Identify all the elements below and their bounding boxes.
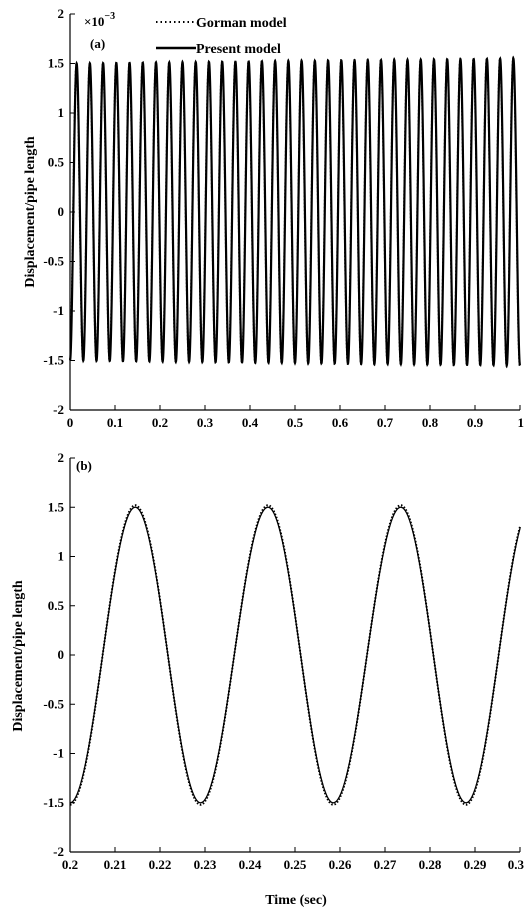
y-tick-label-b: 1: [58, 549, 65, 564]
legend: Gorman model Present model: [156, 16, 287, 57]
y-tick-label-b: 0: [58, 647, 65, 662]
y-tick-label-b: -2: [53, 844, 64, 859]
x-tick-label-b: 0.28: [419, 857, 442, 872]
y-tick-label-a: 0: [58, 204, 65, 219]
x-axis-label-b: Time (sec): [265, 893, 327, 908]
x-tick-label-a: 0.3: [197, 415, 214, 430]
y-tick-label-b: 1.5: [48, 499, 65, 514]
x-tick-label-b: 0.3: [508, 857, 525, 872]
y-tick-label-a: 1.5: [48, 56, 65, 71]
y-multiplier-a: ×10−3: [84, 11, 115, 29]
panel-label-a: (a): [90, 36, 105, 51]
x-tick-label-b: 0.26: [329, 857, 352, 872]
series-line-b-present: [69, 506, 521, 804]
y-tick-label-a: 0.5: [48, 155, 65, 170]
x-tick-label-a: 0.6: [332, 415, 349, 430]
legend-label-present: Present model: [196, 42, 281, 57]
x-tick-label-b: 0.29: [464, 857, 487, 872]
legend-label-gorman: Gorman model: [196, 16, 287, 31]
chart-panel-a: ×10−3 (a) Gorman model Present model Dis…: [23, 6, 524, 430]
x-tick-label-a: 0.2: [152, 415, 168, 430]
y-tick-label-b: -0.5: [43, 696, 64, 711]
x-tick-label-b: 0.25: [284, 857, 307, 872]
x-tick-label-b: 0.23: [194, 857, 217, 872]
series-line-b-gorman: [69, 504, 521, 806]
chart-panel-b: (b) Displacement/pipe length Time (sec) …: [11, 450, 525, 908]
y-tick-label-a: -1.5: [43, 353, 64, 368]
axes-b: -2 -1.5 -1 -0.5 0 0.5 1 1.5 2 0.2 0.21 0.22 0.23 0.24…: [43, 450, 524, 872]
x-tick-label-a: 0.4: [242, 415, 259, 430]
x-tick-label-a: 0.9: [467, 415, 484, 430]
y-tick-label-a: -0.5: [43, 254, 64, 269]
x-tick-label-a: 0.1: [107, 415, 123, 430]
y-tick-label-a: 2: [58, 6, 65, 21]
x-tick-label-b: 0.22: [149, 857, 172, 872]
panel-label-b: (b): [76, 458, 92, 473]
series-line-a-present: [68, 55, 522, 369]
x-tick-label-b: 0.21: [104, 857, 127, 872]
y-tick-label-b: 0.5: [48, 598, 65, 613]
x-tick-label-a: 0: [67, 415, 74, 430]
x-tick-label-a: 1: [518, 415, 525, 430]
y-tick-label-b: -1.5: [43, 795, 64, 810]
x-tick-label-a: 0.7: [377, 415, 394, 430]
x-tick-label-b: 0.24: [239, 857, 262, 872]
y-tick-label-b: -1: [53, 746, 64, 761]
x-tick-label-a: 0.5: [287, 415, 304, 430]
x-tick-label-b: 0.27: [374, 857, 397, 872]
y-tick-label-b: 2: [58, 450, 65, 465]
y-axis-label-a: Displacement/pipe length: [23, 136, 38, 287]
x-tick-label-a: 0.8: [422, 415, 439, 430]
y-tick-label-a: -2: [53, 402, 64, 417]
y-axis-label-b: Displacement/pipe length: [11, 580, 26, 731]
y-tick-label-a: -1: [53, 303, 64, 318]
axes-a: -2 -1.5 -1 -0.5 0 0.5 1 1.5 2 0 0.1 0.2 0.3 0.4 0.5 0.6…: [43, 6, 524, 430]
y-tick-label-a: 1: [58, 105, 65, 120]
series-b: [69, 504, 521, 806]
x-tick-label-b: 0.2: [62, 857, 78, 872]
series-a: [68, 55, 522, 369]
